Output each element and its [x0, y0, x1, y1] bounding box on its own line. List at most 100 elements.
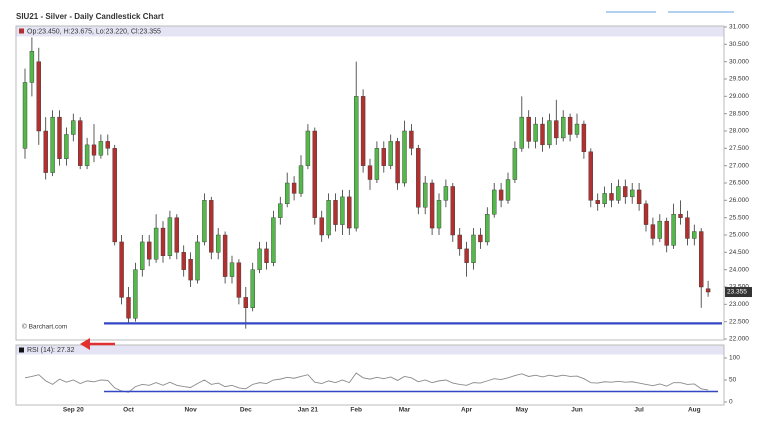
x-tick-label: Aug — [688, 407, 701, 414]
candle-body — [146, 241, 152, 260]
y-tick-label: 22.000 — [729, 336, 749, 343]
candle-body — [243, 297, 249, 308]
rsi-tick-label: 50 — [729, 377, 737, 384]
candle-body — [685, 217, 690, 239]
x-tick-label: Jun — [571, 407, 583, 414]
candle-body — [664, 220, 669, 246]
candle-body — [215, 234, 221, 253]
candle-body — [450, 186, 455, 236]
candle-body — [333, 200, 338, 225]
candle-body — [374, 148, 380, 180]
rsi-tick-label: 0 — [729, 399, 733, 406]
candle-body — [181, 252, 186, 270]
candle-body — [340, 196, 345, 225]
candle-body — [388, 141, 393, 166]
candle-body — [285, 182, 290, 204]
candle-body — [416, 148, 421, 208]
candle-body — [471, 234, 476, 263]
candle-body — [202, 200, 207, 243]
candle-body — [236, 262, 242, 298]
ohlc-label: Op:23.450, H:23.675, Lo:23.220, Cl:23.35… — [27, 28, 161, 35]
candle-body — [250, 269, 255, 308]
candle-body — [22, 82, 28, 149]
candle-body — [209, 200, 214, 253]
candle-body — [354, 96, 359, 229]
candle-body — [326, 200, 331, 236]
x-tick-label: Sep 20 — [63, 407, 84, 414]
x-tick-label: Oct — [123, 407, 135, 414]
candle-body — [630, 189, 635, 198]
rsi-label: RSI (14): 27.32 — [27, 347, 75, 354]
y-tick-label: 27.000 — [729, 162, 749, 169]
candle-body — [222, 234, 228, 277]
candle-body — [492, 189, 497, 215]
candle-body — [140, 241, 145, 270]
y-tick-label: 22.500 — [729, 318, 749, 325]
candle-body — [699, 231, 704, 288]
candle-body — [105, 141, 111, 149]
candle-body — [229, 262, 235, 277]
last-price-box — [725, 287, 752, 298]
candle-body — [278, 203, 283, 218]
candle-body — [381, 148, 386, 166]
candle-body — [312, 130, 317, 218]
candle-body — [257, 248, 262, 270]
y-tick-label: 24.500 — [729, 249, 749, 256]
last-price-label: 23.355 — [727, 289, 747, 296]
candle-body — [498, 189, 504, 201]
y-tick-label: 30.000 — [729, 58, 749, 65]
candle-body — [581, 123, 587, 152]
candle-body — [574, 123, 580, 135]
candle-body — [298, 165, 304, 194]
rsi-tick-label: 100 — [729, 355, 740, 362]
candle-body — [360, 96, 366, 166]
candle-body — [554, 120, 559, 139]
candle-body — [609, 193, 614, 201]
candle-body — [409, 130, 414, 149]
y-tick-label: 24.000 — [729, 266, 749, 273]
candle-body — [36, 61, 41, 132]
rsi-line — [24, 372, 709, 393]
candle-body — [71, 120, 76, 135]
candle-body — [367, 165, 373, 180]
y-tick-label: 26.500 — [729, 180, 749, 187]
candle-body — [64, 134, 69, 159]
candle-body — [505, 179, 511, 201]
y-tick-label: 31.000 — [729, 24, 749, 31]
x-tick-label: Dec — [240, 407, 252, 414]
candle-body — [671, 213, 676, 246]
candle-body — [112, 148, 117, 243]
candle-body — [512, 148, 518, 180]
candle-body — [50, 116, 55, 173]
candle-body — [533, 123, 538, 142]
y-tick-label: 28.500 — [729, 110, 749, 117]
candle-body — [57, 116, 62, 159]
candle-body — [650, 224, 656, 239]
y-tick-label: 23.000 — [729, 301, 749, 308]
candle-body — [119, 241, 124, 298]
source-label: © Barchart.com — [22, 323, 67, 331]
y-tick-label: 26.000 — [729, 197, 749, 204]
arrow-head — [80, 338, 90, 350]
candle-body — [153, 227, 159, 260]
candle-body — [692, 231, 697, 239]
candle-body — [77, 120, 83, 166]
candle-body — [347, 196, 352, 229]
candle-body — [526, 116, 531, 142]
candle-body — [602, 193, 607, 204]
candle-body — [271, 217, 276, 263]
candle-body — [98, 141, 104, 156]
x-tick-label: Mar — [399, 407, 411, 414]
candle-body — [561, 116, 566, 139]
candle-body — [402, 130, 407, 184]
y-tick-label: 25.000 — [729, 232, 749, 239]
candle-body — [29, 51, 35, 83]
candle-body — [305, 130, 311, 166]
candle-body — [174, 217, 180, 253]
candle-body — [616, 186, 621, 201]
y-tick-label: 29.500 — [729, 76, 749, 83]
rsi-info-bar — [16, 345, 724, 355]
candle-body — [91, 144, 97, 156]
x-tick-label: May — [515, 407, 528, 414]
